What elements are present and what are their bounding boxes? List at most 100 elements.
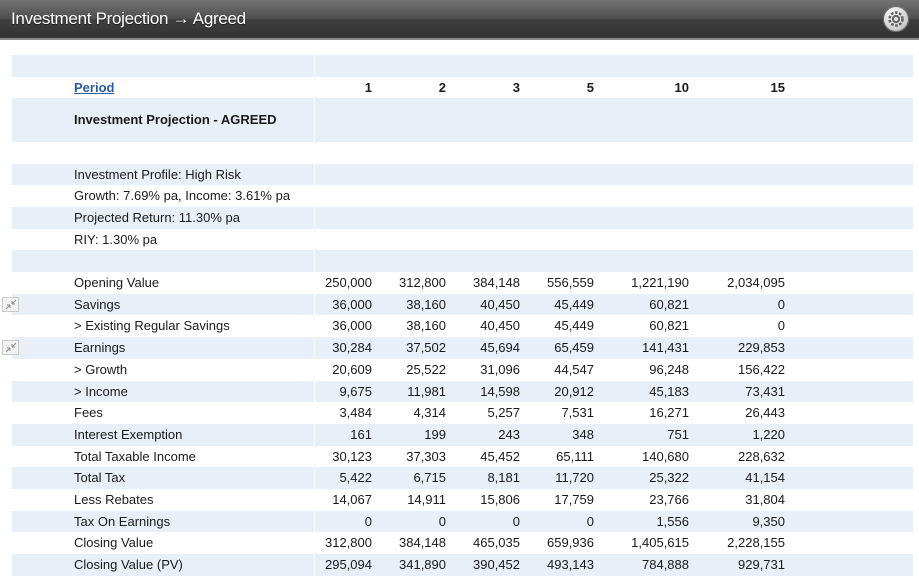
table-row: Less Rebates 14,067 14,911 15,806 17,759 23,7…: [12, 489, 913, 511]
value-cell: 30,123: [332, 448, 372, 464]
value-cell: 7,531: [561, 405, 594, 421]
column-divider: [314, 98, 315, 142]
value-cell: 15,806: [480, 492, 520, 507]
row-label: Total Taxable Income: [74, 448, 196, 464]
period-sort-link[interactable]: Period: [74, 79, 115, 95]
period-header-2: 2: [438, 79, 446, 95]
value-cell: 390,452: [473, 557, 520, 573]
column-divider: [314, 76, 315, 99]
row-label: Tax On Earnings: [74, 513, 171, 529]
projection-content: Period 1 2 3 5 10 15 Investment Projection - AG…: [0, 42, 919, 586]
column-divider: [314, 293, 315, 316]
value-cell: 23,766: [649, 492, 689, 507]
spacer-row: [12, 141, 913, 164]
column-divider: [314, 315, 315, 338]
column-divider: [314, 185, 315, 207]
value-cell: 30,284: [332, 340, 372, 356]
profile-line: Projected Return: 11.30% pa: [12, 206, 913, 229]
row-label: Earnings: [74, 340, 126, 356]
value-cell: 96,248: [649, 361, 689, 377]
left-gutter: [0, 42, 12, 586]
value-cell: 25,522: [406, 361, 446, 377]
table-row: Closing Value (PV) 295,094 341,890 390,452 4…: [12, 554, 913, 576]
value-cell: 0: [364, 513, 372, 529]
value-cell: 228,632: [738, 448, 785, 464]
header-row: Period 1 2 3 5 10 15: [12, 76, 913, 99]
value-cell: 384,148: [399, 535, 446, 551]
value-cell: 141,431: [642, 340, 689, 356]
value-cell: 14,911: [407, 492, 446, 507]
value-cell: 36,000: [332, 296, 372, 312]
value-cell: 41,154: [745, 470, 785, 486]
table-row: > Growth 20,609 25,522 31,096 44,547 96,248 15…: [12, 358, 913, 381]
value-cell: 0: [586, 513, 594, 529]
value-cell: 784,888: [642, 557, 689, 573]
period-header-10: 10: [674, 79, 689, 95]
value-cell: 161: [350, 426, 372, 442]
table-row: > Existing Regular Savings 36,000 38,160 40…: [12, 315, 913, 338]
value-cell: 1,220: [752, 426, 785, 442]
value-cell: 37,502: [406, 340, 446, 356]
column-divider: [314, 554, 315, 576]
row-label: > Existing Regular Savings: [74, 318, 230, 334]
row-label: Closing Value: [74, 535, 154, 551]
period-header-5: 5: [586, 79, 594, 95]
value-cell: 312,800: [325, 535, 372, 551]
column-divider: [314, 467, 315, 489]
column-divider: [314, 163, 315, 186]
column-divider: [314, 141, 315, 164]
period-header-3: 3: [512, 79, 520, 95]
value-cell: 11,981: [407, 383, 446, 399]
profile-line: Growth: 7.69% pa, Income: 3.61% pa: [12, 185, 913, 207]
value-cell: 38,160: [406, 296, 446, 312]
column-divider: [314, 358, 315, 381]
value-cell: 60,821: [649, 296, 689, 312]
value-cell: 4,314: [413, 405, 446, 421]
value-cell: 348: [572, 426, 594, 442]
spacer-row: [12, 250, 913, 272]
profile-line: Investment Profile: High Risk: [12, 163, 913, 186]
value-cell: 384,148: [473, 275, 520, 290]
gear-icon[interactable]: [883, 6, 909, 32]
value-cell: 40,450: [480, 296, 520, 312]
value-cell: 659,936: [547, 535, 594, 551]
profile-text: Investment Profile: High Risk: [74, 166, 241, 182]
value-cell: 295,094: [325, 557, 372, 573]
table-row: Interest Exemption 161 199 243 348 751 1,220: [12, 423, 913, 446]
value-cell: 31,096: [480, 361, 520, 377]
expand-icon[interactable]: [2, 340, 19, 356]
value-cell: 229,853: [738, 340, 785, 356]
table-row: Total Taxable Income 30,123 37,303 45,452 65…: [12, 445, 913, 468]
value-cell: 341,890: [399, 557, 446, 573]
value-cell: 493,143: [547, 557, 594, 573]
value-cell: 0: [512, 513, 520, 529]
table-row: Fees 3,484 4,314 5,257 7,531 16,271 26,443: [12, 402, 913, 424]
column-divider: [314, 445, 315, 468]
value-cell: 17,759: [554, 492, 594, 507]
value-cell: 44,547: [554, 361, 594, 377]
value-cell: 751: [667, 426, 689, 442]
expand-icon[interactable]: [2, 296, 19, 312]
profile-text: Projected Return: 11.30% pa: [74, 209, 240, 225]
value-cell: 36,000: [332, 318, 372, 334]
value-cell: 8,181: [487, 470, 520, 486]
row-label: Opening Value: [74, 275, 160, 290]
table-row: > Income 9,675 11,981 14,598 20,912 45,183 73,…: [12, 380, 913, 403]
profile-text: RIY: 1.30% pa: [74, 231, 158, 247]
value-cell: 1,221,190: [631, 275, 689, 290]
column-divider: [314, 532, 315, 555]
row-label: > Growth: [74, 361, 128, 377]
value-cell: 26,443: [745, 405, 785, 421]
value-cell: 65,459: [554, 340, 594, 356]
window-title: Investment Projection → Agreed: [11, 9, 246, 28]
column-divider: [314, 380, 315, 403]
value-cell: 65,111: [556, 448, 594, 464]
value-cell: 9,350: [752, 513, 785, 529]
column-divider: [314, 228, 315, 251]
value-cell: 25,322: [649, 470, 689, 486]
column-divider: [314, 250, 315, 272]
table-row: Opening Value 250,000 312,800 384,148 556,55…: [12, 272, 913, 294]
column-divider: [314, 55, 315, 77]
row-label: Fees: [74, 405, 103, 421]
